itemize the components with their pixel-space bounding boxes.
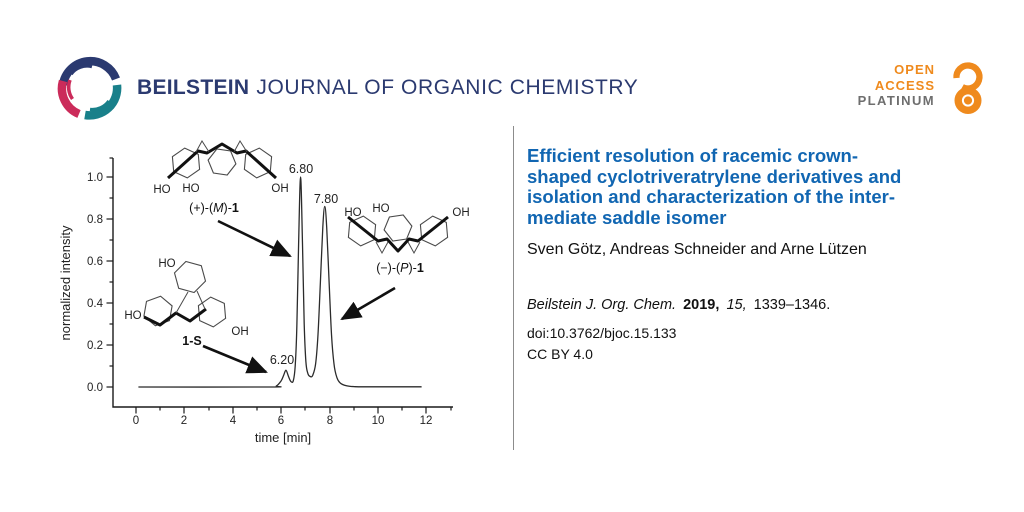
svg-text:0.2: 0.2 [87, 340, 103, 352]
chromatogram-figure: 0.0 0.2 0.4 0.6 0.8 1.0 0 2 4 6 8 10 12 … [58, 140, 470, 445]
peak-label-7.80: 7.80 [314, 192, 338, 206]
citation-year: 2019, [683, 297, 720, 313]
vertical-divider [513, 126, 514, 450]
svg-text:12: 12 [420, 415, 433, 427]
svg-text:0.8: 0.8 [87, 214, 103, 226]
structure-saddle: HO HO OH 1-S [124, 258, 248, 348]
arrow-m-to-peak-6.80 [217, 219, 292, 258]
svg-text:4: 4 [230, 415, 237, 427]
svg-text:10: 10 [372, 415, 385, 427]
beilstein-logo-icon [57, 56, 122, 120]
title-line: shaped cyclotriveratrylene derivatives a… [527, 165, 902, 187]
oh-label: HO [124, 310, 141, 322]
oh-label: HO [372, 203, 389, 215]
svg-text:2: 2 [181, 415, 187, 427]
y-axis-ticks [106, 157, 113, 388]
article-authors: Sven Götz, Andreas Schneider and Arne Lü… [527, 241, 867, 258]
structure-m-label: (+)-(M)-1 [189, 201, 239, 215]
oh-label: OH [452, 207, 469, 219]
oh-label: HO [344, 207, 361, 219]
oh-label: HO [153, 184, 170, 196]
x-tick-labels: 0 2 4 6 8 10 12 [133, 415, 433, 427]
citation-volume: 15, [726, 297, 747, 313]
arrow-s-to-peak-6.20 [202, 344, 268, 374]
oh-label: OH [231, 326, 248, 338]
arrow-p-to-peak-7.80 [340, 286, 396, 321]
title-line: Efficient resolution of racemic crown- [527, 145, 859, 166]
peak-label-6.80: 6.80 [289, 162, 313, 176]
svg-text:8: 8 [327, 415, 333, 427]
article-license: CC BY 4.0 [527, 346, 593, 362]
open-access-line3: PLATINUM [857, 93, 935, 108]
structure-m-crown: HO HO OH (+)-(M)-1 [153, 140, 289, 215]
open-access-lock-icon [953, 62, 983, 115]
svg-text:0.0: 0.0 [87, 382, 103, 394]
structure-p-label: (−)-(P)-1 [376, 261, 424, 275]
structure-p-crown: HO HO OH (−)-(P)-1 [344, 203, 469, 275]
journal-brand-title: BEILSTEIN JOURNAL OF ORGANIC CHEMISTRY [137, 76, 638, 100]
article-doi: doi:10.3762/bjoc.15.133 [527, 325, 677, 341]
x-axis-ticks [135, 407, 452, 414]
hplc-trace [138, 176, 422, 388]
svg-text:1.0: 1.0 [87, 172, 103, 184]
y-axis-title: normalized intensity [58, 225, 73, 340]
axes [106, 157, 453, 414]
svg-text:6: 6 [278, 415, 284, 427]
svg-text:0.4: 0.4 [87, 298, 104, 310]
open-access-line1: OPEN [894, 62, 935, 77]
svg-text:0: 0 [133, 415, 139, 427]
oh-label: HO [182, 183, 199, 195]
structure-s-label: 1-S [182, 334, 201, 348]
y-tick-labels: 0.0 0.2 0.4 0.6 0.8 1.0 [87, 172, 104, 394]
title-line: isolation and characterization of the in… [527, 186, 895, 207]
peak-label-6.20: 6.20 [270, 353, 294, 367]
open-access-badge: OPEN ACCESS PLATINUM [858, 62, 935, 109]
title-line: mediate saddle isomer [527, 206, 727, 228]
brand-name-bold: BEILSTEIN [137, 76, 250, 99]
article-citation: Beilstein J. Org. Chem. 2019, 15, 1339–1… [527, 297, 999, 313]
oh-label: OH [271, 183, 288, 195]
citation-pages: 1339–1346. [753, 297, 831, 313]
x-axis-title: time [min] [255, 430, 311, 445]
open-access-line2: ACCESS [874, 77, 935, 93]
brand-name-light: JOURNAL OF ORGANIC CHEMISTRY [256, 76, 639, 99]
oh-label: HO [158, 258, 175, 270]
svg-text:0.6: 0.6 [87, 256, 103, 268]
citation-journal: Beilstein J. Org. Chem. [527, 297, 677, 313]
article-title: Efficient resolution of racemic crown- s… [527, 145, 999, 228]
